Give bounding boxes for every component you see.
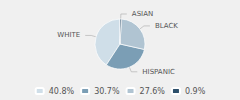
svg-text:BLACK: BLACK: [155, 22, 178, 30]
svg-text:WHITE: WHITE: [57, 31, 80, 39]
svg-text:40.8%: 40.8%: [49, 87, 75, 96]
svg-text:0.9%: 0.9%: [185, 87, 206, 96]
svg-text:27.6%: 27.6%: [140, 87, 166, 96]
svg-text:ASIAN: ASIAN: [132, 10, 153, 18]
svg-text:HISPANIC: HISPANIC: [142, 68, 175, 76]
svg-text:30.7%: 30.7%: [94, 87, 120, 96]
